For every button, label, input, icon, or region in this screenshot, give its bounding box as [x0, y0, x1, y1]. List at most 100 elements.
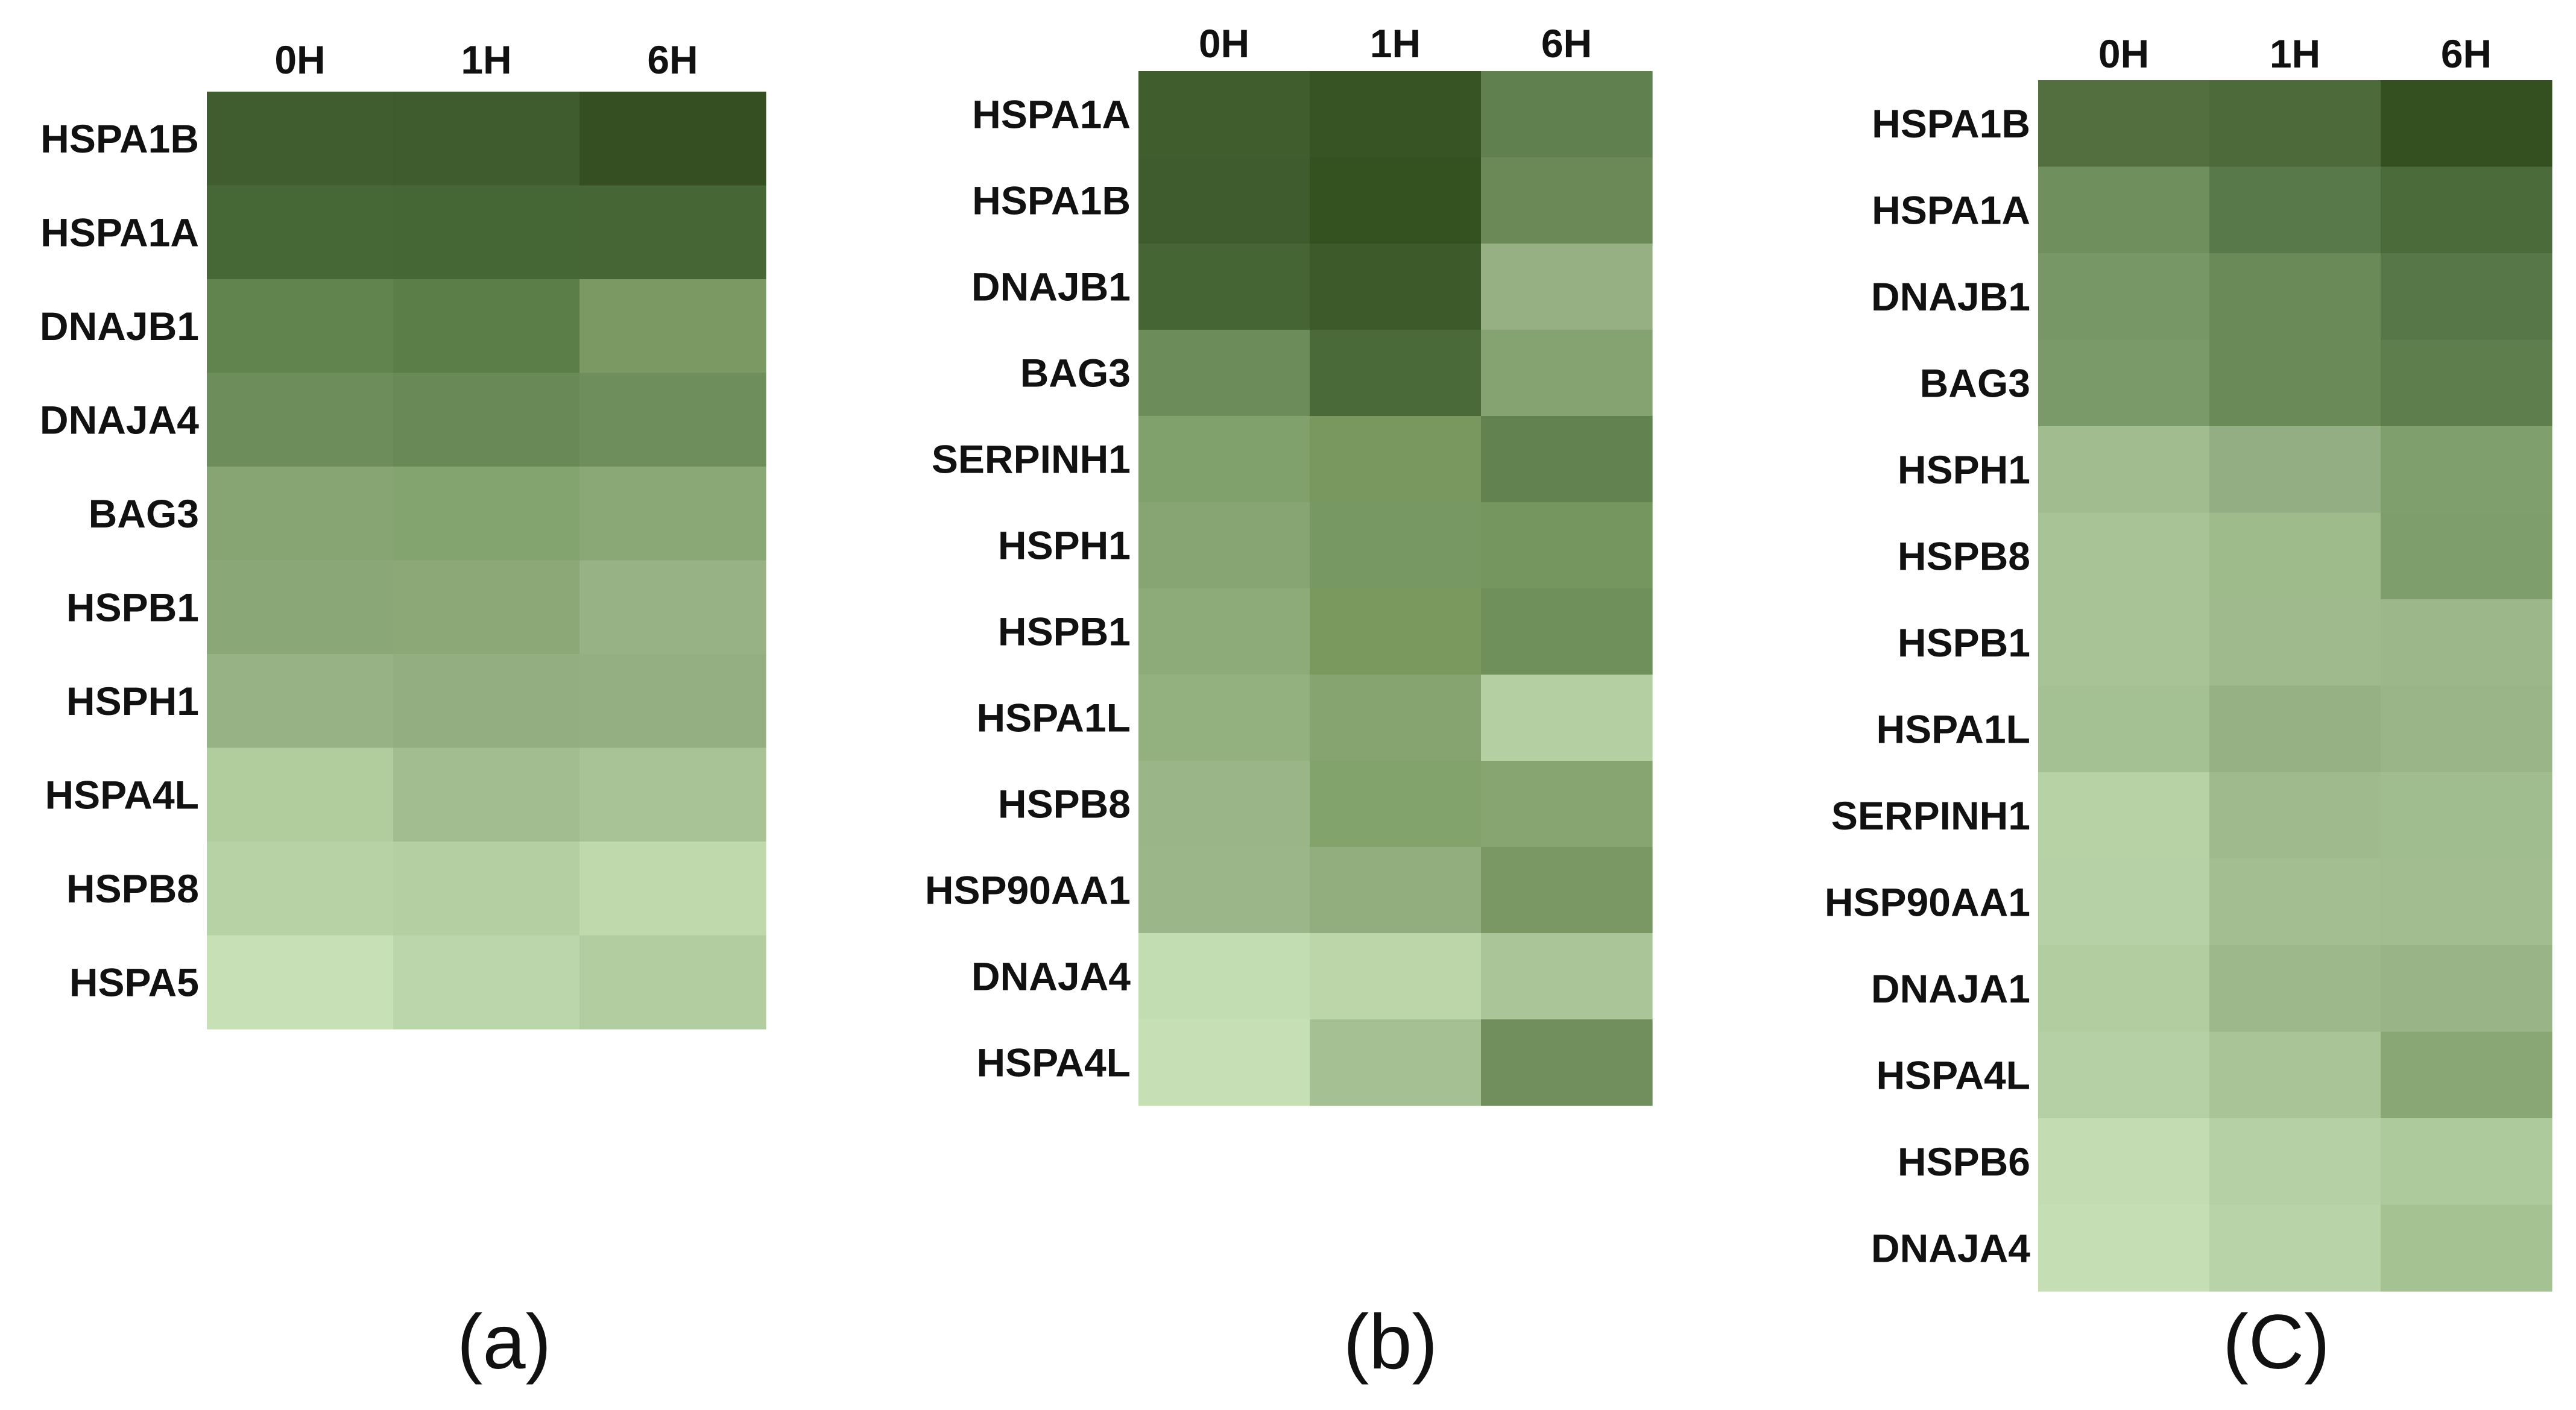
heatmap-cell — [1138, 416, 1310, 503]
heatmap-cell — [1138, 847, 1310, 934]
heatmap-cell — [579, 935, 766, 1030]
heatmap-cell — [579, 185, 766, 280]
heatmap-cell — [393, 654, 580, 749]
heatmap-cell — [1481, 157, 1653, 244]
heatmap-cell — [2038, 1118, 2210, 1206]
heatmap-cell — [1481, 1019, 1653, 1106]
heatmap-cell — [2038, 685, 2210, 773]
gene-label: DNAJB1 — [971, 265, 1131, 309]
panel-label: (C) — [2223, 1299, 2330, 1385]
heatmap-cell — [2381, 80, 2552, 168]
gene-label: HSPA1A — [1872, 187, 2030, 232]
heatmap-cell — [1138, 330, 1310, 417]
heatmap-cell — [393, 467, 580, 561]
heatmap-cell — [2381, 945, 2552, 1033]
heatmap-cell — [1481, 244, 1653, 330]
heatmap-cell — [1310, 71, 1482, 158]
gene-label: BAG3 — [1020, 351, 1131, 395]
heatmap-cell — [1481, 71, 1653, 158]
heatmap-cell — [2038, 253, 2210, 341]
heatmap-cell — [2038, 339, 2210, 427]
heatmap-cell — [1138, 502, 1310, 589]
heatmap-cell — [2209, 166, 2381, 254]
heatmap-cell — [579, 842, 766, 936]
heatmap-cell — [2209, 253, 2381, 341]
heatmap-cell — [393, 747, 580, 842]
heatmap-cell — [1310, 330, 1482, 417]
heatmap-cell — [2381, 858, 2552, 946]
heatmap-cell — [207, 747, 394, 842]
gene-label: HSPB1 — [1898, 620, 2030, 665]
heatmap-cell — [393, 935, 580, 1030]
heatmap-cell — [1310, 847, 1482, 934]
heatmap-cell — [579, 279, 766, 374]
heatmap-cell — [2209, 426, 2381, 514]
heatmap-cell — [1310, 933, 1482, 1020]
heatmap-cell — [1481, 847, 1653, 934]
heatmap-cell — [2381, 1204, 2552, 1292]
heatmap-cell — [1138, 761, 1310, 848]
heatmap-cell — [207, 935, 394, 1030]
gene-label: HSPA5 — [69, 960, 199, 1004]
gene-label: HSPB1 — [998, 609, 1131, 654]
panel-label: (a) — [457, 1299, 551, 1385]
heatmap-cell — [1481, 933, 1653, 1020]
heatmap-cell — [2038, 1204, 2210, 1292]
gene-label: DNAJA1 — [1871, 966, 2030, 1011]
gene-label: HSPA4L — [45, 772, 200, 817]
heatmap-cell — [2209, 1118, 2381, 1206]
heatmap-cell — [2209, 772, 2381, 860]
heatmap-cell — [2209, 339, 2381, 427]
column-label: 0H — [2098, 31, 2149, 76]
heatmap-cell — [2381, 1031, 2552, 1119]
column-label: 0H — [274, 37, 325, 82]
heatmap-cell — [1138, 71, 1310, 158]
heatmap-cell — [393, 560, 580, 655]
heatmap-cell — [1310, 244, 1482, 330]
heatmap-cell — [2209, 80, 2381, 168]
heatmap-panel-c: 0H 1H 6H HSPA1B HSPA1A DNAJB1 BAG3 HSPH1 HSPB8 HS… — [1825, 31, 2552, 1385]
heatmap-cell — [1310, 675, 1482, 761]
heatmap-cell — [1138, 675, 1310, 761]
gene-label: HSPA1A — [40, 210, 199, 254]
heatmap-cell — [393, 279, 580, 374]
gene-label: HSPH1 — [66, 679, 199, 723]
gene-label: HSPB8 — [1898, 533, 2030, 578]
heatmap-cell — [2381, 685, 2552, 773]
column-label: 6H — [647, 37, 698, 82]
heatmap-cell — [2038, 858, 2210, 946]
gene-label: HSPA4L — [977, 1040, 1131, 1085]
gene-label: HSPA1L — [1877, 707, 2031, 751]
heatmap-cell — [2038, 166, 2210, 254]
heatmap-cell — [579, 92, 766, 186]
gene-label: HSPA1B — [1872, 101, 2030, 146]
heatmap-cell — [2209, 858, 2381, 946]
heatmap-cell — [2038, 1031, 2210, 1119]
heatmap-cell — [2038, 80, 2210, 168]
heatmap-cell — [2038, 772, 2210, 860]
heatmap-cell — [1481, 761, 1653, 848]
gene-label: HSP90AA1 — [925, 868, 1131, 913]
heatmap-cell — [2209, 1204, 2381, 1292]
gene-label: DNAJA4 — [971, 954, 1131, 999]
heatmap-cell — [393, 92, 580, 186]
heatmap-cell — [2209, 685, 2381, 773]
heatmap-cell — [2381, 1118, 2552, 1206]
gene-label: HSPB8 — [66, 866, 199, 911]
gene-label: HSPA1L — [977, 696, 1131, 740]
gene-label: DNAJB1 — [1871, 274, 2030, 319]
heatmap-cell — [2209, 599, 2381, 687]
gene-label: BAG3 — [1920, 360, 2030, 405]
heatmap-cell — [2381, 339, 2552, 427]
heatmap-cell — [207, 185, 394, 280]
gene-label: HSPA1B — [40, 116, 199, 161]
column-label: 1H — [1370, 21, 1421, 66]
gene-label: SERPINH1 — [932, 437, 1131, 482]
heatmap-cell — [2209, 945, 2381, 1033]
gene-label: HSPB6 — [1898, 1139, 2030, 1184]
heatmap-cell — [393, 373, 580, 467]
heatmap-cell — [1310, 502, 1482, 589]
heatmap-cell — [1481, 675, 1653, 761]
heatmap-cell — [1481, 588, 1653, 675]
